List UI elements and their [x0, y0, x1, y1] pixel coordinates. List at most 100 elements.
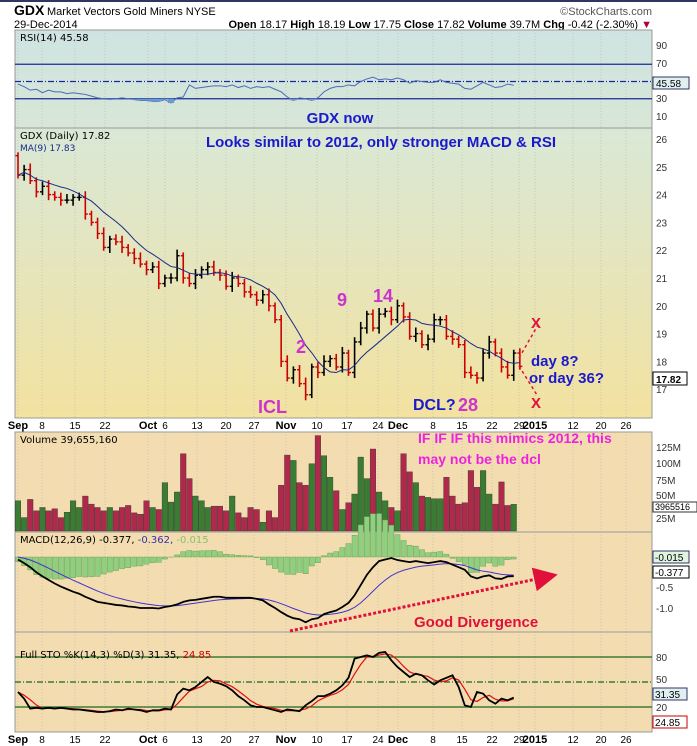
volume-bar	[272, 517, 279, 532]
volume-bar	[45, 510, 52, 532]
volume-bar	[265, 510, 272, 532]
volume-bar	[14, 500, 21, 532]
volume-bar	[259, 522, 266, 532]
copyright: ©StockCharts.com	[560, 6, 652, 18]
macd-histogram-bar	[321, 555, 327, 558]
price-last-box	[652, 371, 688, 386]
x-axis-label: 8	[430, 735, 436, 746]
macd-last-value: -0.377	[655, 568, 684, 579]
macd-histogram-bar	[198, 550, 205, 558]
macd-histogram-bar	[492, 556, 499, 567]
macd-hist-last-value: -0.015	[655, 553, 684, 564]
volume-bar	[486, 493, 493, 532]
x-axis-label: 15	[456, 421, 468, 432]
volume-last-box	[652, 501, 697, 513]
volume-bar	[112, 510, 119, 532]
macd-line	[17, 557, 514, 624]
volume-bar	[223, 510, 230, 532]
macd-histogram-bar	[204, 550, 211, 558]
divergence-arrow	[289, 567, 558, 633]
x-axis-label: 26	[620, 735, 632, 746]
macd-histogram-bar	[51, 556, 58, 580]
volume-bar	[210, 505, 217, 532]
macd-histogram-bar	[94, 556, 101, 577]
x-axis-label: Oct	[139, 734, 158, 746]
x-axis-label: 13	[191, 421, 203, 432]
x-axis-label: 20	[220, 735, 232, 746]
macd-histogram-bar	[308, 556, 315, 567]
volume-bar	[174, 491, 181, 532]
macd-histogram-bar	[137, 556, 144, 567]
x-axis-label: 27	[248, 421, 260, 432]
volume-bar	[296, 482, 303, 532]
macd-histogram-bar	[149, 556, 156, 563]
x-axis-label: Dec	[388, 734, 408, 746]
rsi-tick: 30	[656, 94, 668, 105]
low-value: 17.75	[373, 19, 401, 31]
macd-histogram-bar	[413, 545, 419, 558]
annotation-day36: or day 36?	[529, 370, 604, 387]
macd-histogram-bar	[400, 540, 407, 558]
rsi-last-box	[652, 76, 690, 90]
macd-histogram-bar	[449, 556, 456, 559]
macd-histogram-bar	[302, 556, 309, 574]
macd-histogram-bar	[394, 534, 401, 558]
macd-histogram-bar	[106, 556, 113, 573]
ma9-line	[17, 171, 520, 374]
rsi-panel	[14, 29, 653, 129]
volume-value: 39.7M	[510, 19, 541, 31]
close-value: 17.82	[437, 19, 465, 31]
macd-histogram-bar	[455, 556, 462, 562]
sto-k-last-value: 31.35	[655, 690, 680, 701]
x-axis-label: 22	[99, 735, 111, 746]
macd-title: MACD(12,26,9) -0.377, -0.362, -0.015	[20, 535, 209, 546]
x-axis-label: 24	[372, 735, 384, 746]
sto-tick: 50	[656, 675, 668, 686]
annotation-dcl: DCL?	[413, 397, 456, 414]
macd-histogram-bar	[345, 543, 352, 558]
macd-histogram-bar	[27, 556, 34, 571]
volume-bar	[321, 455, 328, 532]
volume-bar	[425, 497, 432, 532]
x-axis-label: 20	[220, 421, 232, 432]
volume-bar	[137, 514, 144, 532]
price-tick: 25	[656, 163, 668, 174]
macd-histogram-bar	[376, 513, 382, 558]
rsi-line	[17, 76, 514, 104]
top-border	[0, 0, 697, 2]
volume-bar	[57, 517, 64, 532]
volume-bar	[461, 502, 468, 532]
x-axis-label: Oct	[139, 420, 158, 432]
volume-bar	[510, 504, 517, 532]
annotation-x-up: X	[531, 315, 541, 332]
x-axis-label: 6	[162, 735, 168, 746]
macd-histogram-bar	[76, 556, 82, 577]
volume-bar	[278, 485, 285, 532]
macd-histogram-bar	[247, 555, 254, 558]
macd-histogram-bar	[333, 551, 340, 558]
macd-histogram-bar	[327, 552, 333, 558]
volume-bar	[204, 507, 211, 532]
macd-histogram-bar	[486, 556, 493, 564]
macd-histogram-bar	[431, 551, 437, 558]
sto-k-line	[17, 651, 515, 713]
x-axis-label: 10	[311, 735, 323, 746]
volume-tick: 50M	[656, 491, 675, 502]
macd-histogram-bar	[162, 556, 168, 560]
volume-bar	[216, 505, 223, 532]
volume-bar	[345, 502, 352, 532]
annotation-2: 2	[296, 337, 306, 357]
sto-k-last-box	[652, 687, 688, 701]
volume-bar	[63, 511, 70, 532]
volume-bar	[149, 507, 156, 532]
volume-tick: 25M	[656, 514, 675, 525]
volume-bar	[333, 490, 340, 532]
macd-histogram-bar	[180, 551, 187, 558]
macd-histogram-bar	[260, 556, 266, 560]
volume-tick: 125M	[656, 443, 681, 454]
volume-bar	[400, 453, 407, 532]
x-axis-label: 6	[162, 421, 168, 432]
volume-bar	[431, 498, 438, 532]
macd-histogram-bar	[351, 535, 358, 558]
x-axis-label: 24	[372, 421, 384, 432]
